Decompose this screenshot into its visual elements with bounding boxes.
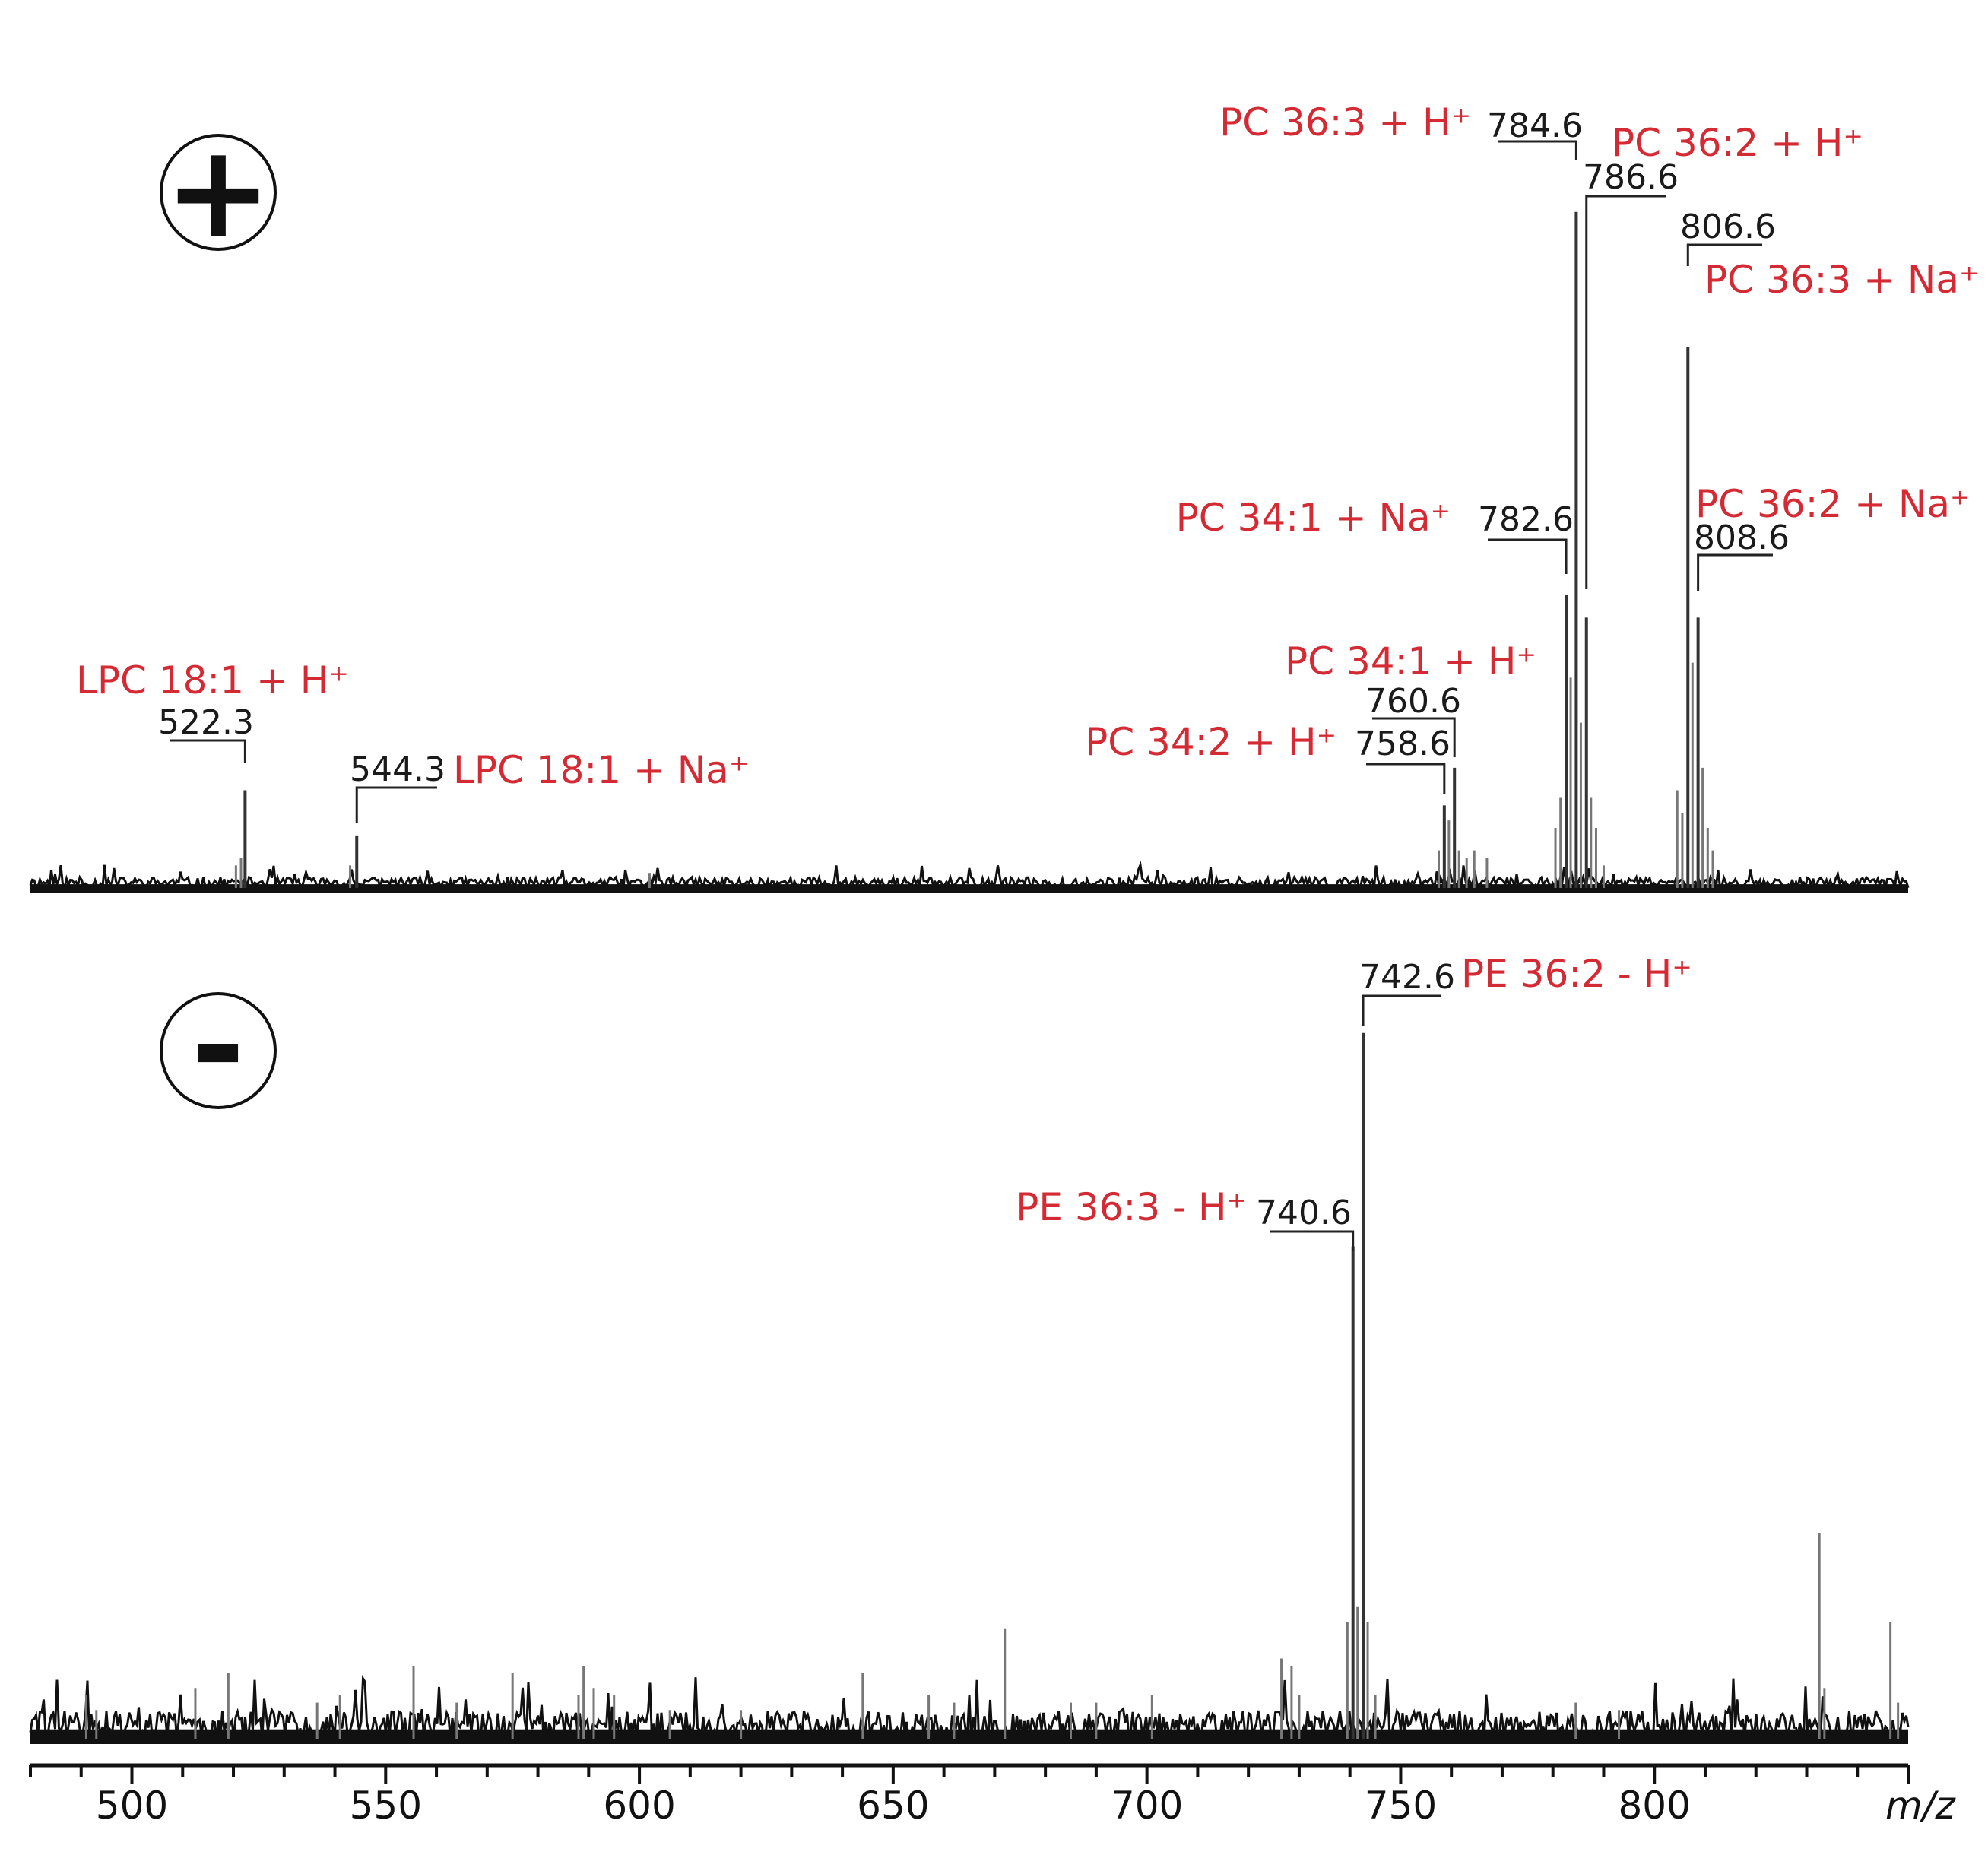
peak-assignment-label: PC 34:2 + H⁺ — [1085, 720, 1336, 764]
x-axis: 500 550 600 650 700 750 800 — [29, 1763, 1910, 1828]
plus-circle-icon — [160, 134, 277, 251]
positive-mode-indicator: + — [160, 117, 277, 268]
x-tick-label: 650 — [857, 1784, 929, 1828]
peak-assignment-label: PC 36:2 + H⁺ — [1612, 121, 1863, 165]
peak-assignment-label: PE 36:2 - H⁺ — [1461, 952, 1692, 996]
peak-label-bracket — [1362, 994, 1441, 1026]
x-tick-label: 500 — [96, 1784, 168, 1828]
peak-label-bracket — [170, 739, 246, 763]
peak-label-bracket — [1585, 195, 1666, 589]
x-axis-unit-label: m/z — [1885, 1784, 1957, 1828]
peak-assignment-label: PC 36:3 + H⁺ — [1219, 100, 1471, 144]
peak-mz-label: 758.6 — [1355, 725, 1451, 763]
peak-mz-label: 544.3 — [350, 750, 445, 789]
x-tick-label: 700 — [1111, 1784, 1183, 1828]
peak-label-bracket — [1697, 553, 1773, 591]
negative-mode-symbol: - — [192, 971, 246, 1121]
baseline-band — [30, 1729, 1908, 1744]
minus-circle-icon — [160, 992, 277, 1109]
x-tick-label: 600 — [603, 1784, 675, 1828]
negative-mode-spectrum: 740.6PE 36:3 - H⁺ 742.6 PE 36:2 - H⁺ — [29, 952, 1910, 1744]
peak-mz-label: 742.6 — [1359, 958, 1455, 997]
peak-label-bracket — [1488, 538, 1568, 574]
peak-label-bracket — [1686, 243, 1762, 266]
peak-mz-label: 740.6 — [1256, 1194, 1352, 1232]
peak-mz-label: 784.6 — [1487, 106, 1583, 145]
peak-mz-label: 782.6 — [1478, 500, 1574, 539]
baseline-band — [30, 884, 1908, 893]
peak-label-bracket — [1270, 1230, 1355, 1251]
peak-assignment-label: PC 34:1 + H⁺ — [1285, 639, 1536, 683]
peak-assignment-label: PC 34:1 + Na⁺ — [1176, 496, 1451, 540]
peak-assignment-label: LPC 18:1 + H⁺ — [76, 658, 349, 702]
x-tick-label: 750 — [1365, 1784, 1437, 1828]
x-tick-label: 550 — [350, 1784, 422, 1828]
peak-mz-label: 808.6 — [1694, 518, 1790, 557]
positive-mode-symbol: + — [164, 117, 272, 268]
peak-mz-label: 806.6 — [1680, 208, 1776, 246]
peak-mz-label: 760.6 — [1365, 682, 1461, 721]
peak-assignment-label: PE 36:3 - H⁺ — [1016, 1185, 1247, 1229]
peak-mz-label: 786.6 — [1583, 158, 1679, 197]
x-tick-label: 800 — [1618, 1784, 1690, 1828]
peak-mz-label: 522.3 — [158, 703, 254, 742]
negative-mode-indicator: - — [160, 971, 277, 1121]
peak-assignment-label: PC 36:2 + Na⁺ — [1695, 482, 1970, 526]
peak-assignment-label: LPC 18:1 + Na⁺ — [453, 748, 749, 792]
peak-assignment-label: PC 36:3 + Na⁺ — [1704, 258, 1979, 302]
peak-label-bracket — [1372, 717, 1456, 757]
peak-label-bracket — [355, 786, 437, 823]
peak-label-bracket — [1498, 140, 1577, 160]
peak-label-bracket — [1366, 763, 1446, 794]
